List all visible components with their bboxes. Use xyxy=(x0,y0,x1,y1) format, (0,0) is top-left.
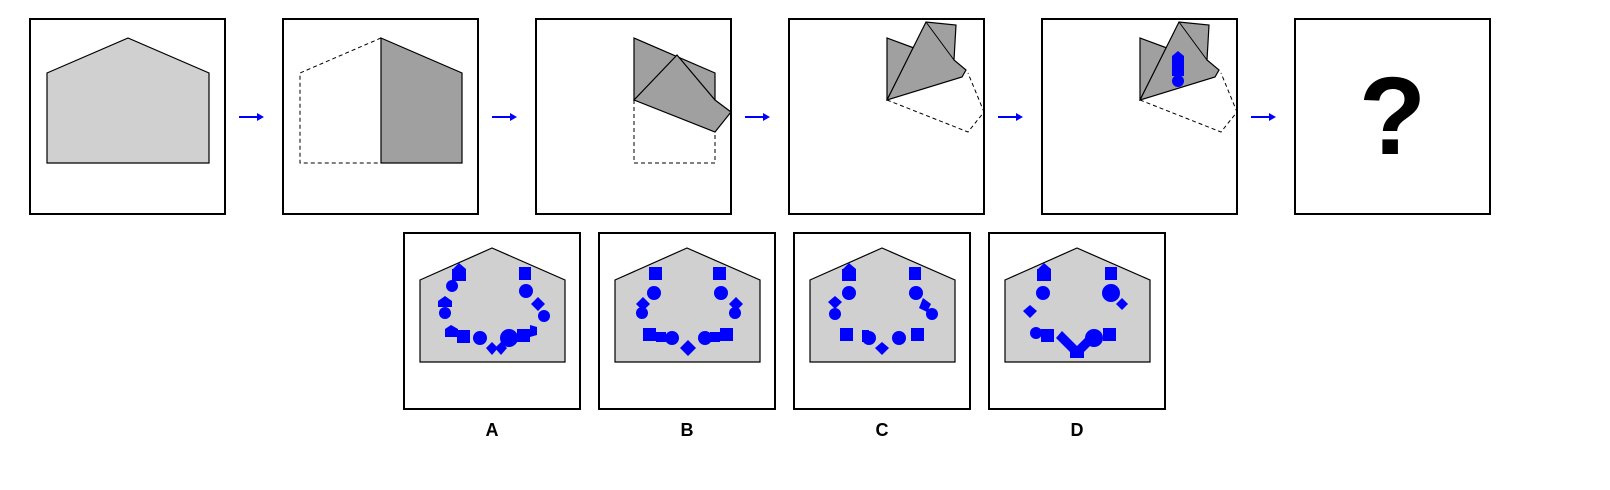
step-1-panel xyxy=(29,18,226,215)
step-1-drawing xyxy=(46,37,210,164)
holes-group xyxy=(1023,263,1128,358)
step-2-drawing xyxy=(299,37,463,164)
option-d-panel[interactable] xyxy=(988,232,1166,410)
punch-hole-icon xyxy=(1172,75,1184,87)
folded-half xyxy=(380,37,463,164)
step-5-drawing xyxy=(1138,21,1238,133)
step-4-panel xyxy=(788,18,985,215)
fold-outline-dashed xyxy=(299,37,382,164)
option-a-drawing xyxy=(419,247,566,363)
punch-hole-icon xyxy=(1172,51,1184,64)
option-c-panel[interactable] xyxy=(793,232,971,410)
arrow-3-icon xyxy=(745,113,770,121)
fold-outline-dashed xyxy=(886,72,985,133)
step-4-drawing xyxy=(885,21,985,133)
step-2-panel xyxy=(282,18,479,215)
option-a-panel[interactable] xyxy=(403,232,581,410)
punch-hole-icon xyxy=(1172,64,1184,76)
option-a-label[interactable]: A xyxy=(485,420,499,440)
arrow-1-icon xyxy=(239,113,264,121)
option-b-label[interactable]: B xyxy=(680,420,694,440)
fold-outline-dashed xyxy=(633,100,716,164)
option-b-drawing xyxy=(614,247,761,363)
arrow-4-icon xyxy=(998,113,1023,121)
question-panel: ? xyxy=(1294,18,1491,215)
step-3-panel xyxy=(535,18,732,215)
holes-group xyxy=(438,263,550,355)
option-b-panel[interactable] xyxy=(598,232,776,410)
folded-flap xyxy=(632,54,732,133)
question-mark: ? xyxy=(1358,55,1427,178)
arrow-5-icon xyxy=(1251,113,1276,121)
option-d-label[interactable]: D xyxy=(1070,420,1084,440)
option-c-drawing xyxy=(809,247,956,363)
paper-shape xyxy=(46,37,210,164)
option-c-label[interactable]: C xyxy=(875,420,889,440)
option-d-drawing xyxy=(1004,247,1151,363)
step-3-drawing xyxy=(632,37,732,164)
arrow-2-icon xyxy=(492,113,517,121)
paper-shape xyxy=(1004,247,1151,363)
step-5-panel xyxy=(1041,18,1238,215)
holes-group xyxy=(828,263,938,355)
fold-outline-dashed xyxy=(1139,72,1238,133)
holes-group xyxy=(636,267,743,356)
